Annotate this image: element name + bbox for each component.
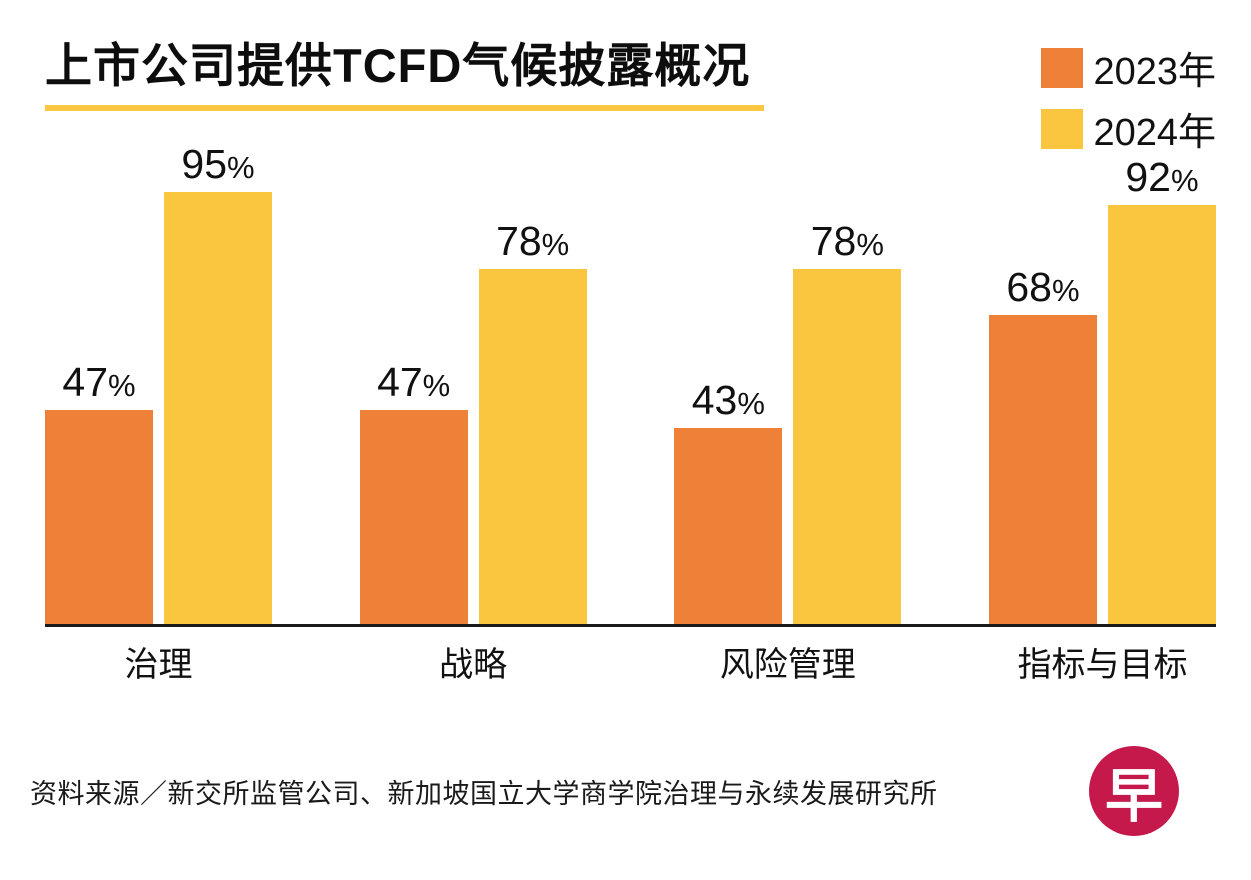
bar-value-label: 47% xyxy=(62,359,136,406)
bar-column: 78% xyxy=(478,218,587,625)
header: 上市公司提供TCFD气候披露概况 2023年 2024年 xyxy=(45,34,1216,154)
legend-swatch-2024 xyxy=(1041,108,1084,149)
bar-2023年 xyxy=(988,315,1097,625)
legend-label: 2023年 xyxy=(1093,51,1216,93)
bar-2023年 xyxy=(359,410,468,625)
bar-column: 47% xyxy=(45,359,153,625)
legend-swatch-2023 xyxy=(1041,47,1084,88)
legend-label: 2024年 xyxy=(1093,112,1216,154)
legend-item-2023: 2023年 xyxy=(1041,40,1216,95)
bar-2023年 xyxy=(45,410,153,625)
bar-column: 95% xyxy=(164,141,272,625)
bar-column: 43% xyxy=(674,377,783,625)
bar-value-label: 95% xyxy=(181,141,255,188)
bar-value-label: 78% xyxy=(496,218,570,265)
bar-column: 47% xyxy=(359,359,468,625)
chart-plot: 47% 95% 47% 78% 43% 78% 68% 92% xyxy=(45,137,1216,628)
footer: 资料来源／新交所监管公司、新加坡国立大学商学院治理与永续发展研究所 早 xyxy=(30,746,1179,836)
bar-value-label: 92% xyxy=(1125,154,1199,201)
bar-group: 68% 92% xyxy=(988,154,1216,625)
bar-2024年 xyxy=(793,269,902,625)
zaobao-logo: 早 xyxy=(1089,746,1179,836)
bar-2024年 xyxy=(164,192,272,625)
chart-legend: 2023年 2024年 xyxy=(1041,40,1216,156)
bar-2023年 xyxy=(674,428,783,625)
bar-column: 92% xyxy=(1107,154,1216,625)
bar-value-label: 68% xyxy=(1006,264,1080,311)
legend-item-2024: 2024年 xyxy=(1041,101,1216,156)
bar-value-label: 78% xyxy=(810,218,884,265)
x-axis-label: 风险管理 xyxy=(719,646,856,685)
source-credit: 资料来源／新交所监管公司、新加坡国立大学商学院治理与永续发展研究所 xyxy=(30,778,938,809)
bar-2024年 xyxy=(478,269,587,625)
bar-value-label: 47% xyxy=(377,359,451,406)
x-axis-label: 治理 xyxy=(124,646,193,685)
x-axis-label: 指标与目标 xyxy=(1017,646,1188,685)
bar-group: 43% 78% xyxy=(674,218,902,625)
bar-group: 47% 78% xyxy=(359,218,587,625)
x-axis-labels: 治理 战略 风险管理 指标与目标 xyxy=(45,637,1216,686)
bar-column: 78% xyxy=(793,218,902,625)
bar-group: 47% 95% xyxy=(45,141,272,625)
bar-2024年 xyxy=(1107,205,1216,625)
bar-chart: 47% 95% 47% 78% 43% 78% 68% 92% 治理 战略 风险管理 指标与目标 xyxy=(45,137,1216,686)
bar-column: 68% xyxy=(988,264,1097,625)
page-title: 上市公司提供TCFD气候披露概况 xyxy=(45,34,765,112)
bar-value-label: 43% xyxy=(691,377,765,424)
x-axis-label: 战略 xyxy=(439,646,508,685)
